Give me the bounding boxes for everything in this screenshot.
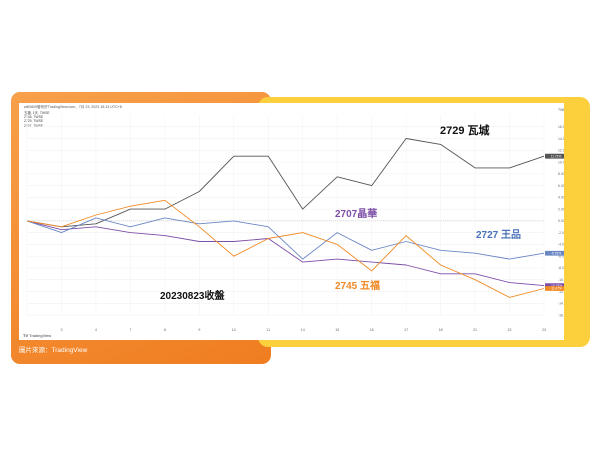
tradingview-mark-icon: TV [23,333,29,338]
series-line-2745 [26,199,545,298]
y-tick-label: 4.00% [558,196,564,200]
tradingview-logo: TV TradingView [23,333,52,338]
legend-line-2707: 2707, TWSE [24,123,44,128]
y-tick-label: 2.00% [558,207,564,211]
series-end-label: -10.75% [550,284,562,288]
x-tick-label: 10 [232,328,236,332]
x-tick-label: 3 [60,328,62,332]
x-tick-label: 14 [301,328,305,332]
legend-line-main: 五福, 1天, TWSE [24,111,50,115]
y-tick-label: -2.00% [558,231,564,235]
y-tick-label: -10.00% [558,278,564,282]
source-caption: 圖片來源：TradingView [19,347,88,354]
series-line-2729 [26,138,545,228]
x-tick-label: 7 [129,328,131,332]
series-line-2727 [26,217,545,260]
annotation-label: 2745 五福 [335,279,380,292]
x-tick-label: 21 [473,328,477,332]
x-tick-label: 23 [542,328,546,332]
y-tick-label: 14.00% [558,137,564,141]
series-end-label: -11.47% [550,287,562,291]
y-tick-label: 8.00% [558,172,564,176]
x-tick-label: 15 [335,328,339,332]
annotation-label: 2727 王品 [476,229,521,241]
y-tick-label: 10.00% [558,160,564,164]
y-tick-label: -6.00% [558,254,564,258]
series-end-label: -5.75% [551,251,561,255]
y-tick-label: 16.00% [558,125,564,129]
x-tick-label: 18 [439,328,443,332]
series-end-tag [545,153,564,159]
axis-currency-label: TWD [558,108,564,112]
publish-info: will0809發布於TradingView.com，7月 23, 2023 1… [24,105,122,109]
series-end-label: 11.72% [551,154,562,158]
series-end-tag [545,250,564,256]
x-tick-label: 22 [508,328,512,332]
legend-line-2729: 2729, TWSE [24,119,44,124]
y-tick-label: -4.00% [558,243,564,247]
y-tick-label: -14.00% [558,302,564,306]
y-tick-label: -12.00% [558,290,564,294]
y-tick-label: -16.00% [558,313,564,317]
line-chart: 16.00% 14.00% 12.00% 10.00% 8.00% 6.00% 4.00% 2… [26,108,564,332]
x-tick-label: 11 [266,328,270,332]
x-tick-label: 16 [370,328,374,332]
series-line-2707 [26,220,545,287]
annotation-label: 20230823收盤 [160,289,225,302]
annotation-label: 2729 瓦城 [440,123,490,137]
chart-card: will0809發布於TradingView.com，7月 23, 2023 1… [19,103,564,340]
x-tick-label: 9 [198,328,200,332]
x-tick-label: 4 [95,328,97,332]
legend-line-2745: 2745, TWSE [24,115,44,120]
series-end-tag [545,286,564,291]
x-tick-label: 17 [404,328,408,332]
y-tick-label: 6.00% [558,184,564,188]
y-tick-label: 0.00% [558,219,564,223]
annotation-label: 2707晶華 [335,207,377,220]
legend: 五福, 1天, TWSE 2745, TWSE 2729, TWSE 2707,… [24,111,50,128]
y-tick-label: -8.00% [558,266,564,270]
x-tick-label: 8 [164,328,166,332]
y-tick-label: 12.00% [558,149,564,153]
